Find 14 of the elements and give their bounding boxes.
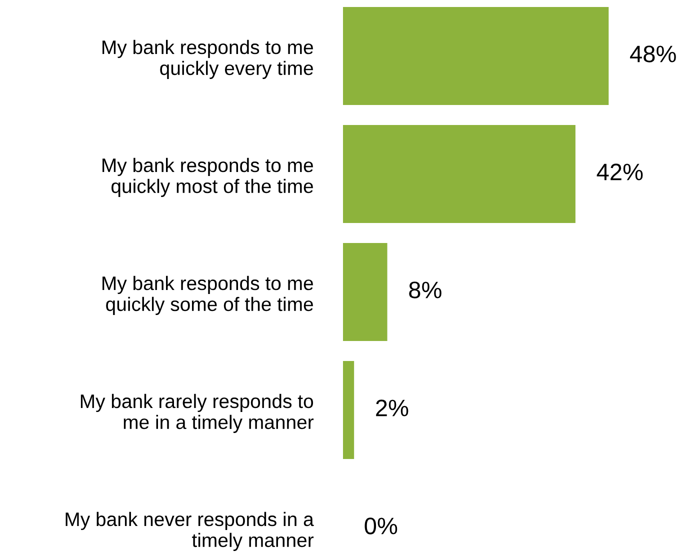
data-label: 8% [409, 282, 442, 298]
bar [343, 361, 354, 459]
bar [343, 243, 388, 341]
data-label: 48% [630, 46, 676, 62]
y-tick-label: My bank never responds in a timely manner [66, 512, 314, 551]
y-tick-label: My bank rarely responds to me in a timely manner [80, 394, 314, 433]
bar [343, 7, 609, 105]
y-tick-label: My bank responds to me quickly most of the time [102, 158, 313, 197]
data-label: 0% [364, 518, 398, 534]
data-label: 42% [596, 164, 643, 180]
y-tick-label: My bank responds to me quickly some of the time [102, 276, 313, 315]
data-label: 2% [376, 400, 408, 416]
bar [343, 125, 576, 223]
y-tick-label: My bank responds to me quickly every time [102, 40, 313, 79]
